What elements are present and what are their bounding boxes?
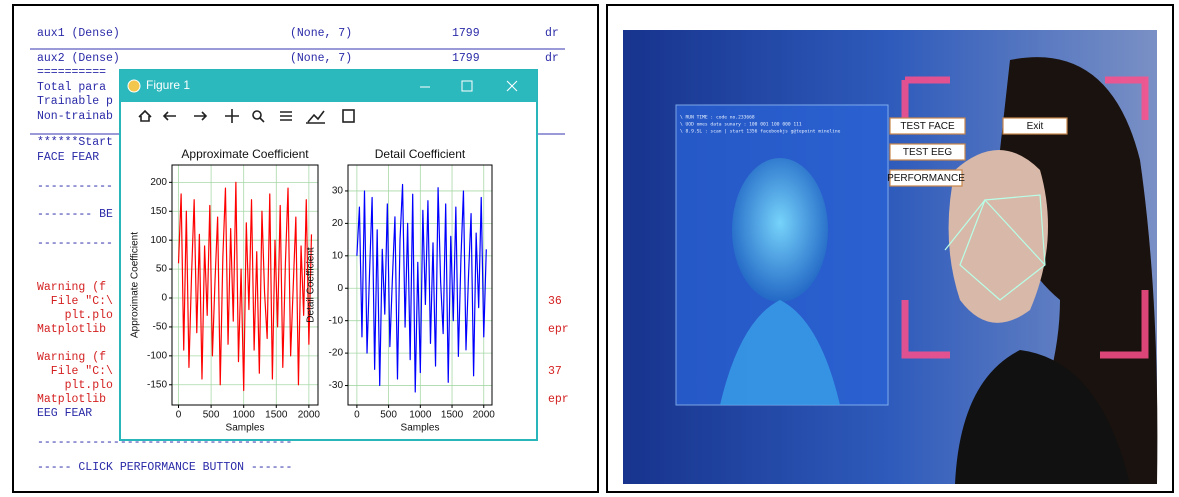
console-line: aux1 (Dense) [37, 27, 120, 40]
chart-title: Detail Coefficient [375, 147, 466, 161]
y-tick-label: -150 [147, 379, 167, 390]
x-tick-label: 2000 [298, 410, 321, 421]
x-tick-label: 0 [176, 410, 182, 421]
console-line: Warning (f [37, 281, 106, 294]
console-line: File "C:\ [37, 365, 113, 378]
console-line: plt.plo [37, 309, 113, 322]
y-tick-label: -50 [153, 322, 168, 333]
console-line: epr [548, 323, 569, 336]
console-line: ******Start [37, 136, 113, 149]
app-button[interactable]: TEST EEG [890, 144, 965, 160]
y-tick-label: 0 [337, 283, 343, 294]
app-image [623, 30, 1157, 484]
y-tick-label: -100 [147, 350, 167, 361]
console-line: 36 [548, 295, 562, 308]
x-tick-label: 2000 [473, 410, 496, 421]
y-tick-label: 30 [332, 186, 344, 197]
x-tick-label: 1000 [233, 410, 256, 421]
window-title: Figure 1 [146, 78, 190, 92]
console-line: ----------- [37, 237, 113, 250]
y-tick-label: -20 [329, 348, 344, 359]
x-tick-label: 500 [380, 410, 397, 421]
console-line: Non-trainab [37, 110, 113, 123]
y-tick-label: 100 [150, 235, 167, 246]
console-line: EEG FEAR [37, 407, 92, 420]
x-tick-label: 0 [354, 410, 360, 421]
console-line: Matplotlib [37, 323, 106, 336]
console-line: Warning (f [37, 351, 106, 364]
console-line: Trainable p [37, 95, 113, 108]
console-line: -------- BE [37, 208, 113, 221]
console-line: dr [545, 52, 559, 65]
y-axis-label: Detail Coefficient [306, 247, 317, 323]
y-tick-label: 10 [332, 250, 344, 261]
console-line: ----------- [37, 180, 113, 193]
y-tick-label: 150 [150, 206, 167, 217]
button-label: PERFORMANCE [887, 173, 965, 184]
console-line: (None, 7) [290, 52, 352, 65]
x-tick-label: 500 [203, 410, 220, 421]
console-line: ========== [37, 66, 106, 79]
button-label: TEST EEG [903, 147, 952, 158]
chart-title: Approximate Coefficient [181, 147, 309, 161]
x-tick-label: 1500 [265, 410, 288, 421]
y-tick-label: -30 [329, 380, 344, 391]
y-tick-label: 20 [332, 218, 344, 229]
console-line: FACE FEAR [37, 151, 99, 164]
button-label: TEST FACE [900, 121, 955, 132]
console-line: 37 [548, 365, 562, 378]
y-tick-label: 200 [150, 177, 167, 188]
y-tick-label: -10 [329, 315, 344, 326]
y-axis-label: Approximate Coefficient [130, 232, 141, 338]
button-label: Exit [1027, 121, 1044, 132]
x-tick-label: 1500 [441, 410, 464, 421]
screenshot: aux1 (Dense) (None, 7) 1799 dr aux2 (Dense) (… [0, 0, 1179, 497]
console-line: 1799 [452, 27, 480, 40]
y-tick-label: 0 [161, 293, 167, 304]
screen-text: \ 8.9.SL : scan | start 1356 facebookjs … [680, 129, 841, 135]
x-axis-label: Samples [226, 423, 265, 434]
app-button[interactable]: PERFORMANCE [887, 170, 965, 186]
console-line: 1799 [452, 52, 480, 65]
y-tick-label: 50 [156, 264, 168, 275]
page: {"console": {"lines": [ ["aux1 (Dense)",… [0, 0, 1179, 497]
x-tick-label: 1000 [409, 410, 432, 421]
console-line: plt.plo [37, 379, 113, 392]
console-line: epr [548, 393, 569, 406]
console-line: Matplotlib [37, 393, 106, 406]
app-button[interactable]: TEST FACE [890, 118, 965, 134]
app-button[interactable]: Exit [1003, 118, 1067, 134]
console-line: Total para [37, 81, 106, 94]
console-line: dr [545, 27, 559, 40]
x-axis-label: Samples [401, 423, 440, 434]
screen-text: \ UOD omes data sunary : 100 001 100 000… [680, 122, 802, 128]
console-line: ----- CLICK PERFORMANCE BUTTON ------ [37, 461, 292, 474]
console-line: aux2 (Dense) [37, 52, 120, 65]
screen-text: \ RUN TIME : code no.233668 [680, 115, 755, 121]
console-line: (None, 7) [290, 27, 352, 40]
console-line: File "C:\ [37, 295, 113, 308]
